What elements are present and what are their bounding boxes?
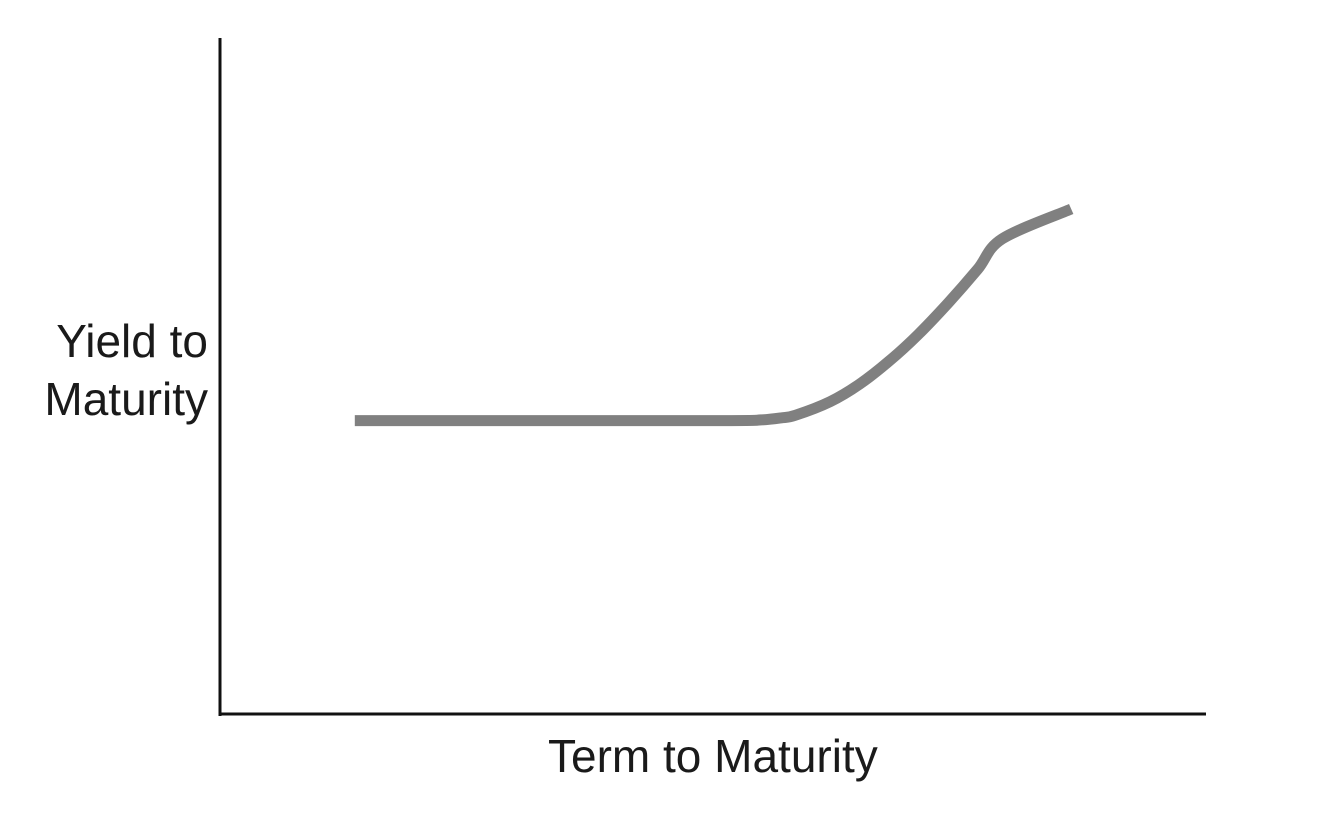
y-axis-label: Yield to Maturity [44, 312, 208, 428]
yield-curve-line [354, 203, 1074, 427]
y-axis-label-line-1: Yield to [56, 315, 208, 367]
y-axis-label-line-2: Maturity [44, 373, 208, 425]
x-axis-label: Term to Maturity [548, 730, 878, 782]
